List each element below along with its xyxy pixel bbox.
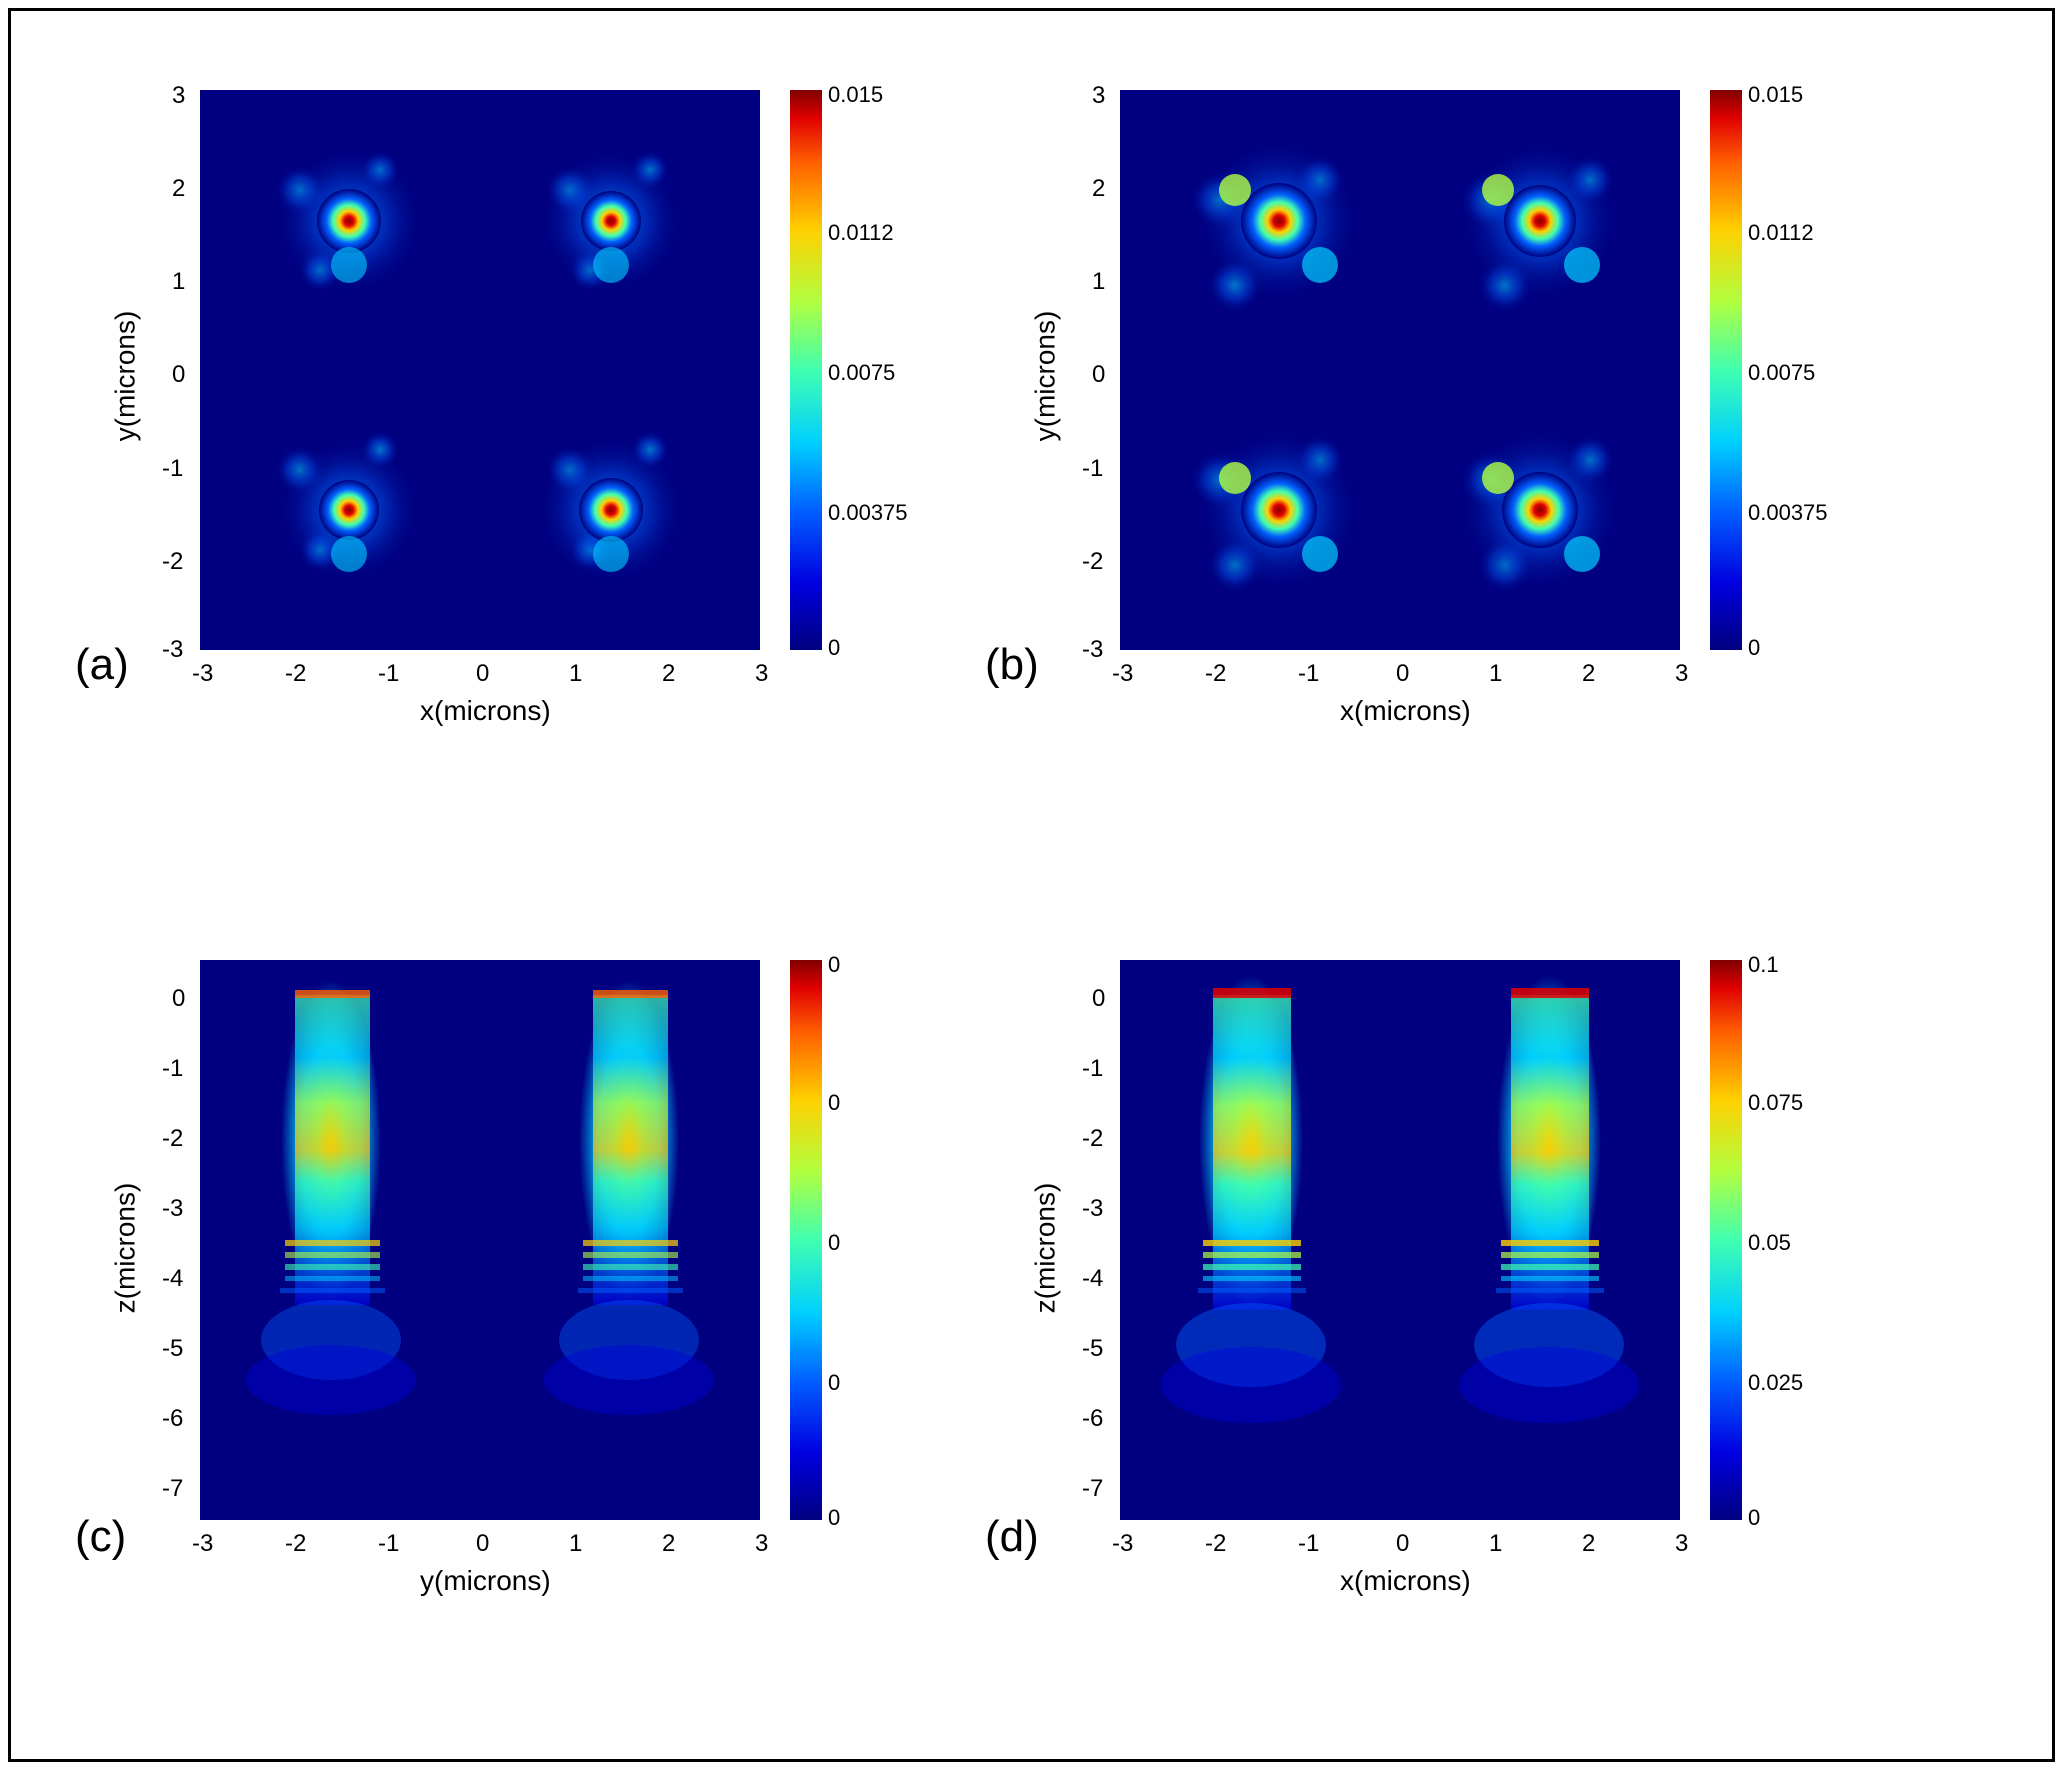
panel-c (200, 960, 760, 1520)
colorbar-a: 0.015 0.0112 0.0075 0.00375 0 (790, 90, 822, 650)
panel-c-label: (c) (75, 1512, 126, 1562)
panel-b-label: (b) (985, 640, 1039, 690)
colorbar-b: 0.015 0.0112 0.0075 0.00375 0 (1710, 90, 1742, 650)
panel-a-label: (a) (75, 640, 129, 690)
heatmap-d (1120, 960, 1680, 1520)
panel-c-ylabel: z(microns) (109, 1183, 141, 1314)
colorbar-d: 0.1 0.075 0.05 0.025 0 (1710, 960, 1742, 1520)
panel-a (200, 90, 760, 650)
panel-d-ylabel: z(microns) (1029, 1183, 1061, 1314)
panel-b-xlabel: x(microns) (1340, 695, 1471, 727)
panel-d-label: (d) (985, 1512, 1039, 1562)
panel-b (1120, 90, 1680, 650)
heatmap-c (200, 960, 760, 1520)
panel-d (1120, 960, 1680, 1520)
panel-b-ylabel: y(microns) (1029, 311, 1061, 442)
panel-a-xlabel: x(microns) (420, 695, 551, 727)
panel-c-xlabel: y(microns) (420, 1565, 551, 1597)
colorbar-c: 0 0 0 0 0 (790, 960, 822, 1520)
heatmap-b (1120, 90, 1680, 650)
panel-a-ylabel: y(microns) (109, 311, 141, 442)
panel-d-xlabel: x(microns) (1340, 1565, 1471, 1597)
heatmap-a (200, 90, 760, 650)
